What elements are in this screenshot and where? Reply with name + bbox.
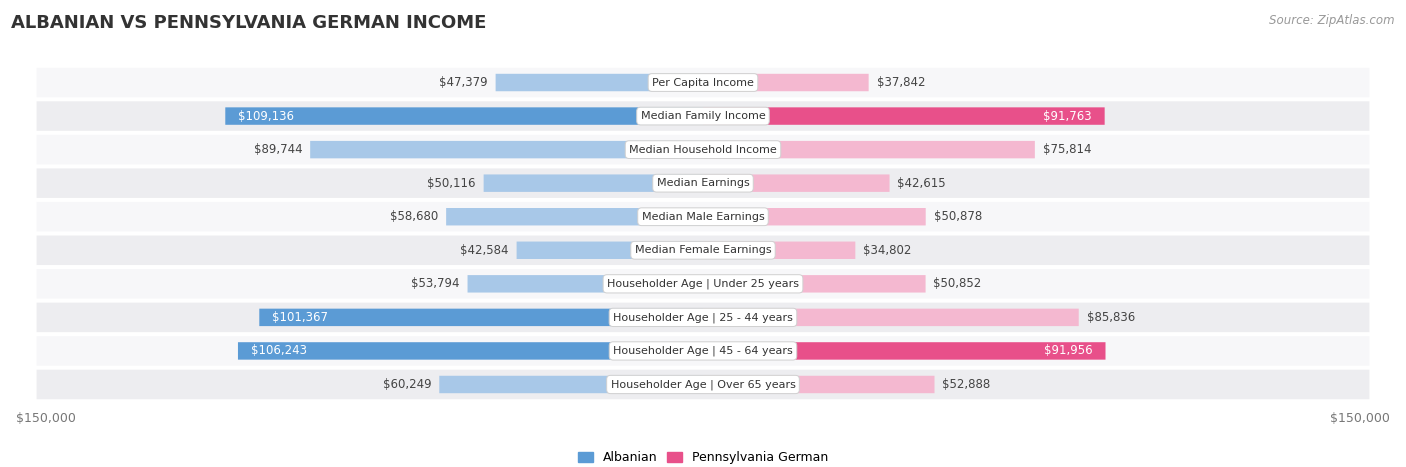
Text: $91,763: $91,763 [1043, 110, 1091, 122]
Text: $75,814: $75,814 [1043, 143, 1091, 156]
Text: Householder Age | 25 - 44 years: Householder Age | 25 - 44 years [613, 312, 793, 323]
Text: Householder Age | 45 - 64 years: Householder Age | 45 - 64 years [613, 346, 793, 356]
FancyBboxPatch shape [37, 269, 1369, 298]
Text: ALBANIAN VS PENNSYLVANIA GERMAN INCOME: ALBANIAN VS PENNSYLVANIA GERMAN INCOME [11, 14, 486, 32]
FancyBboxPatch shape [703, 141, 1035, 158]
Text: Median Family Income: Median Family Income [641, 111, 765, 121]
Text: $42,615: $42,615 [897, 177, 946, 190]
Text: Median Female Earnings: Median Female Earnings [634, 245, 772, 255]
Text: $34,802: $34,802 [863, 244, 911, 257]
Text: Per Capita Income: Per Capita Income [652, 78, 754, 87]
FancyBboxPatch shape [703, 107, 1105, 125]
FancyBboxPatch shape [37, 101, 1369, 131]
FancyBboxPatch shape [703, 175, 890, 192]
FancyBboxPatch shape [703, 376, 935, 393]
FancyBboxPatch shape [516, 241, 703, 259]
Text: Source: ZipAtlas.com: Source: ZipAtlas.com [1270, 14, 1395, 27]
Text: $50,116: $50,116 [427, 177, 475, 190]
Text: $52,888: $52,888 [942, 378, 991, 391]
Text: $91,956: $91,956 [1043, 345, 1092, 357]
Text: $50,852: $50,852 [934, 277, 981, 290]
FancyBboxPatch shape [703, 275, 925, 292]
FancyBboxPatch shape [468, 275, 703, 292]
FancyBboxPatch shape [238, 342, 703, 360]
FancyBboxPatch shape [37, 370, 1369, 399]
Text: $53,794: $53,794 [411, 277, 460, 290]
Text: Householder Age | Under 25 years: Householder Age | Under 25 years [607, 279, 799, 289]
Text: $101,367: $101,367 [273, 311, 329, 324]
FancyBboxPatch shape [703, 309, 1078, 326]
FancyBboxPatch shape [703, 241, 855, 259]
Text: Householder Age | Over 65 years: Householder Age | Over 65 years [610, 379, 796, 390]
Text: $47,379: $47,379 [439, 76, 488, 89]
Text: $50,878: $50,878 [934, 210, 981, 223]
Text: $60,249: $60,249 [382, 378, 432, 391]
Text: Median Household Income: Median Household Income [628, 145, 778, 155]
FancyBboxPatch shape [703, 74, 869, 91]
Text: Median Male Earnings: Median Male Earnings [641, 212, 765, 222]
Text: $37,842: $37,842 [876, 76, 925, 89]
Legend: Albanian, Pennsylvania German: Albanian, Pennsylvania German [572, 446, 834, 467]
Text: $42,584: $42,584 [460, 244, 509, 257]
Text: $58,680: $58,680 [389, 210, 439, 223]
FancyBboxPatch shape [37, 169, 1369, 198]
Text: $106,243: $106,243 [252, 345, 307, 357]
FancyBboxPatch shape [225, 107, 703, 125]
FancyBboxPatch shape [37, 235, 1369, 265]
FancyBboxPatch shape [37, 135, 1369, 164]
FancyBboxPatch shape [484, 175, 703, 192]
FancyBboxPatch shape [37, 303, 1369, 332]
FancyBboxPatch shape [311, 141, 703, 158]
FancyBboxPatch shape [259, 309, 703, 326]
FancyBboxPatch shape [495, 74, 703, 91]
FancyBboxPatch shape [37, 68, 1369, 97]
FancyBboxPatch shape [37, 336, 1369, 366]
FancyBboxPatch shape [703, 208, 925, 226]
Text: Median Earnings: Median Earnings [657, 178, 749, 188]
Text: $85,836: $85,836 [1087, 311, 1135, 324]
FancyBboxPatch shape [446, 208, 703, 226]
FancyBboxPatch shape [703, 342, 1105, 360]
Text: $89,744: $89,744 [253, 143, 302, 156]
FancyBboxPatch shape [37, 202, 1369, 232]
FancyBboxPatch shape [439, 376, 703, 393]
Text: $109,136: $109,136 [239, 110, 294, 122]
